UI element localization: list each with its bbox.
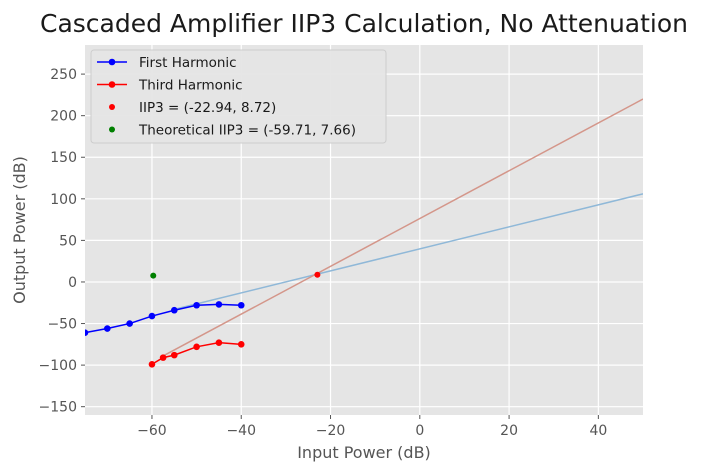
series-point bbox=[193, 301, 200, 309]
x-tick-label: −20 bbox=[316, 423, 346, 439]
y-tick-label: 100 bbox=[50, 192, 77, 208]
legend: First Harmonic Third Harmonic IIP3 = (-22.… bbox=[90, 49, 387, 144]
y-axis-ticks: −150 −100 −50 0 50 100 150 200 250 bbox=[39, 67, 85, 416]
series-point bbox=[148, 312, 156, 320]
y-tick-label: 250 bbox=[50, 67, 77, 83]
y-tick-label: 0 bbox=[68, 275, 77, 291]
y-tick-label: 150 bbox=[50, 150, 77, 166]
legend-marker bbox=[108, 58, 116, 66]
fit-line bbox=[162, 98, 643, 357]
x-tick-label: 40 bbox=[589, 423, 607, 439]
series-point bbox=[237, 301, 245, 309]
series-point bbox=[170, 351, 178, 359]
y-tick-label: −50 bbox=[47, 317, 77, 333]
y-tick-label: −150 bbox=[39, 400, 77, 416]
legend-label: First Harmonic bbox=[139, 55, 237, 71]
series-point bbox=[215, 339, 223, 346]
y-axis-label: Output Power (dB) bbox=[10, 156, 29, 304]
x-tick-label: 0 bbox=[415, 423, 424, 439]
series-line bbox=[85, 303, 242, 334]
iip3-point bbox=[150, 272, 157, 279]
series-point bbox=[126, 320, 133, 327]
data-series bbox=[85, 301, 245, 368]
legend-label: Third Harmonic bbox=[138, 78, 243, 94]
legend-marker bbox=[108, 81, 116, 88]
legend-marker bbox=[109, 104, 115, 110]
x-axis-label: Input Power (dB) bbox=[297, 443, 431, 462]
iip3-points bbox=[150, 271, 321, 279]
series-point bbox=[237, 341, 245, 348]
legend-label: IIP3 = (-22.94, 8.72) bbox=[139, 100, 276, 116]
series-point bbox=[148, 360, 156, 368]
fit-line bbox=[174, 193, 643, 311]
legend-box bbox=[90, 49, 387, 144]
y-tick-label: 50 bbox=[59, 233, 77, 249]
series-point bbox=[215, 301, 223, 308]
y-tick-label: −100 bbox=[39, 358, 77, 374]
x-tick-label: 20 bbox=[500, 423, 518, 439]
x-tick-label: −60 bbox=[137, 423, 167, 439]
series-point bbox=[170, 306, 178, 314]
series-point bbox=[104, 325, 111, 332]
chart-title: Cascaded Amplifier IIP3 Calculation, No … bbox=[40, 9, 688, 38]
y-tick-label: 200 bbox=[50, 109, 77, 125]
legend-label: Theoretical IIP3 = (-59.71, 7.66) bbox=[138, 123, 356, 139]
series-point bbox=[193, 343, 200, 351]
series-point bbox=[159, 354, 167, 361]
legend-marker bbox=[109, 126, 115, 133]
fit-lines bbox=[162, 98, 643, 357]
x-tick-label: −40 bbox=[226, 423, 256, 439]
series-point bbox=[85, 329, 89, 336]
iip3-point bbox=[314, 271, 321, 278]
x-axis-ticks: −60 −40 −20 0 20 40 bbox=[137, 415, 607, 439]
